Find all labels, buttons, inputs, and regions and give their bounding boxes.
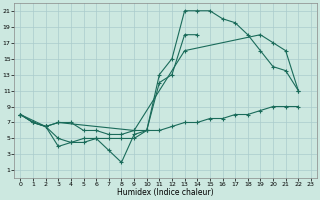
X-axis label: Humidex (Indice chaleur): Humidex (Indice chaleur) (117, 188, 214, 197)
